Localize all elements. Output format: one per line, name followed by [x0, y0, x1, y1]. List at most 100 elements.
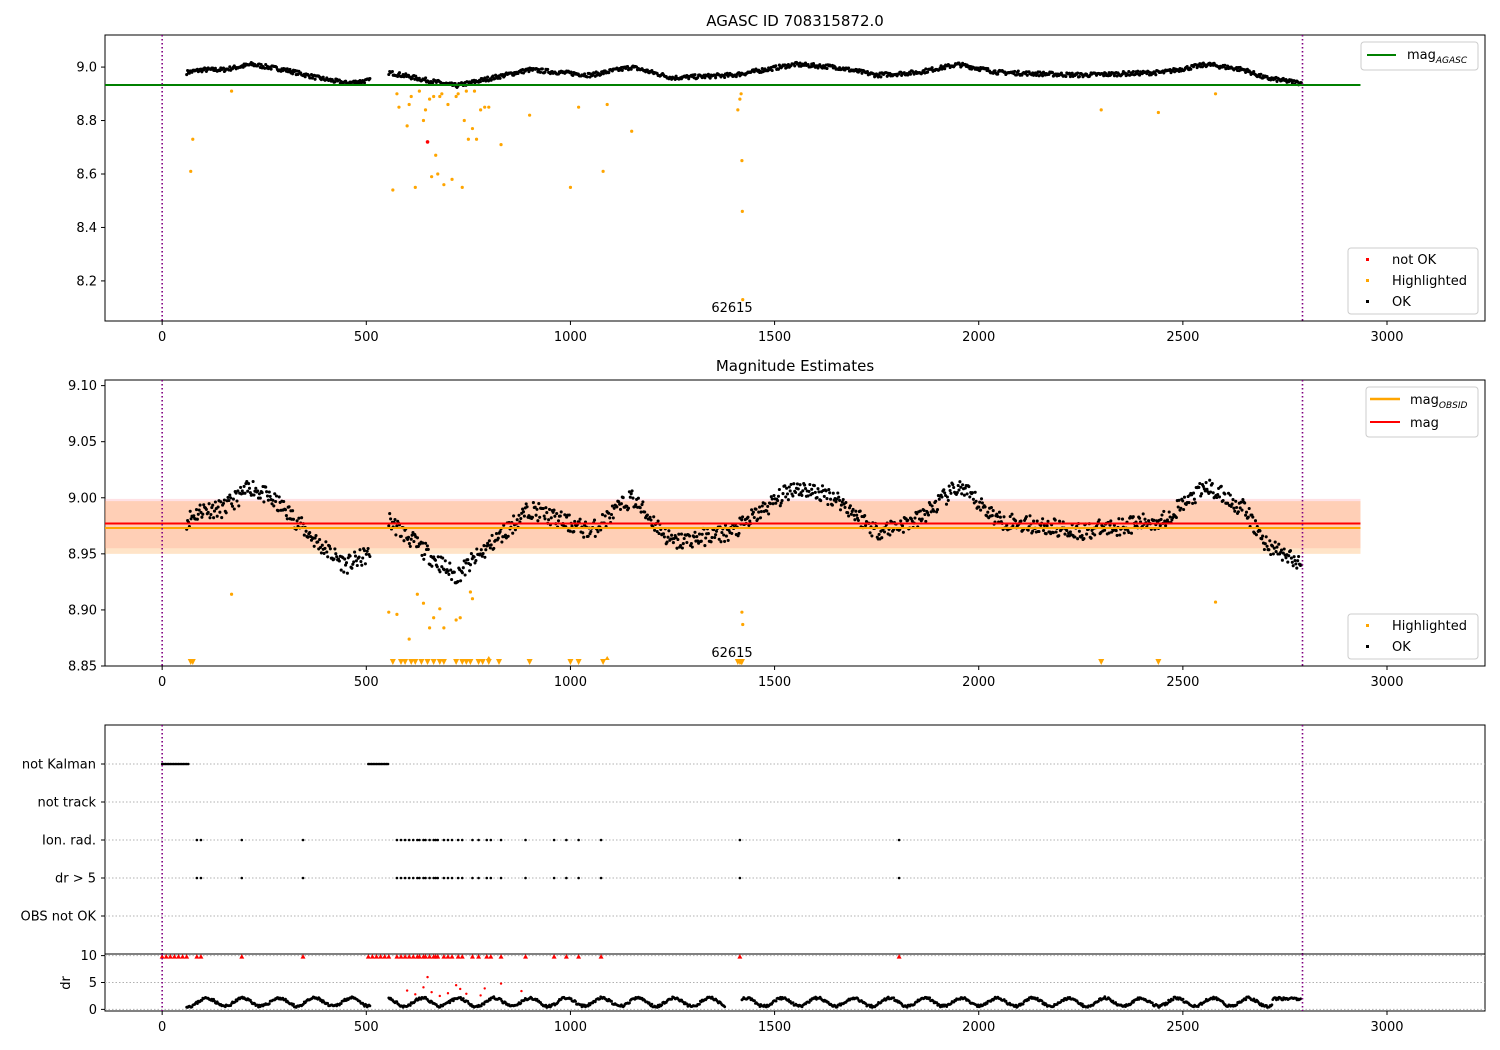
- ok-point: [1117, 517, 1121, 521]
- ok-point: [481, 552, 485, 556]
- clipped-red-marker: [378, 954, 384, 959]
- ok-point: [1013, 69, 1017, 73]
- flag-point: [599, 838, 603, 842]
- ok-point: [460, 571, 464, 575]
- ok-point: [789, 482, 793, 486]
- red-dr-point: [422, 986, 425, 989]
- ok-point: [959, 485, 963, 489]
- highlighted-point: [472, 89, 477, 93]
- clipped-red-marker: [180, 954, 186, 959]
- ok-point: [569, 70, 573, 74]
- ok-point: [888, 533, 892, 537]
- ok-point: [333, 80, 337, 84]
- middle-panel-y-ticks: 8.85 8.90 8.95 9.00 9.05 9.10: [68, 379, 105, 675]
- ok-point: [563, 513, 567, 517]
- ok-point: [631, 496, 635, 500]
- ok-dr-point: [787, 998, 790, 1001]
- flag-point: [432, 838, 435, 842]
- ok-point: [353, 550, 357, 554]
- ok-point: [806, 494, 810, 498]
- ok-point: [714, 533, 718, 537]
- ok-point: [1026, 528, 1030, 532]
- legend-box: [1347, 613, 1479, 660]
- ok-point: [655, 529, 659, 534]
- flag-category-label: Ion. rad.: [42, 834, 96, 849]
- ok-point: [765, 509, 769, 513]
- highlighted-point: [413, 185, 417, 189]
- flag-point: [418, 838, 421, 842]
- ok-point: [934, 499, 938, 503]
- ok-point: [1008, 514, 1012, 519]
- ok-dr-point: [368, 1004, 372, 1008]
- highlighted-point: [458, 616, 462, 620]
- ok-point: [634, 503, 638, 507]
- highlighted-point: [736, 108, 740, 112]
- highlighted-point: [741, 298, 745, 302]
- ok-point: [800, 493, 804, 497]
- ok-point: [334, 552, 338, 556]
- ok-point: [558, 514, 562, 518]
- ok-point: [368, 76, 372, 81]
- ok-point: [910, 519, 914, 523]
- ok-point: [1246, 515, 1250, 519]
- flags-panel: OBS not OK dr > 5 Ion. rad. not track not Ka…: [21, 724, 1486, 955]
- ok-point: [362, 81, 367, 85]
- ok-point: [1063, 532, 1067, 536]
- ok-point: [259, 62, 263, 67]
- ok-point: [1158, 524, 1162, 528]
- flag-category-label: not Kalman: [22, 758, 96, 773]
- clipped-red-marker: [498, 954, 504, 959]
- ok-point: [247, 482, 251, 486]
- ok-point: [251, 479, 255, 484]
- ok-point: [1233, 509, 1237, 513]
- ok-dr-point: [670, 997, 674, 1001]
- clipped-low-marker: [526, 659, 533, 665]
- ok-point: [863, 514, 867, 518]
- ok-point: [212, 509, 217, 513]
- ok-point: [1253, 519, 1258, 523]
- ok-dr-point: [408, 1004, 412, 1007]
- legend-label-ok: OK: [1392, 295, 1411, 310]
- ok-point: [836, 491, 840, 495]
- flag-point: [577, 876, 580, 880]
- ok-point: [820, 484, 825, 488]
- ok-point: [785, 486, 789, 490]
- middle-panel-x-ticks: 0 500 1000 1500 2000 2500 3000: [158, 666, 1404, 690]
- ok-point: [626, 64, 630, 69]
- ok-point: [792, 482, 796, 486]
- ok-dr-point: [448, 1001, 452, 1005]
- ok-point: [1077, 529, 1081, 533]
- ok-point: [447, 572, 451, 576]
- ok-point: [758, 516, 763, 520]
- ok-point: [847, 514, 851, 518]
- ok-point: [438, 570, 442, 574]
- clipped-low-marker: [408, 659, 415, 665]
- ok-point: [313, 77, 317, 81]
- ok-point: [1201, 484, 1205, 488]
- highlighted-point: [601, 169, 605, 173]
- highlighted-point: [427, 97, 432, 101]
- clipped-low-marker: [485, 659, 492, 665]
- ok-point: [932, 509, 936, 513]
- ok-point: [629, 492, 633, 496]
- ok-point: [360, 563, 364, 567]
- flag-point: [403, 876, 407, 880]
- ok-point: [543, 70, 547, 74]
- ok-point: [1292, 555, 1296, 559]
- ok-point: [492, 546, 496, 550]
- flag-point: [485, 876, 489, 880]
- ok-point: [1236, 510, 1240, 514]
- ok-point: [734, 75, 738, 79]
- clipped-red-marker: [410, 954, 416, 959]
- ok-point: [1210, 482, 1214, 486]
- ok-point: [498, 530, 502, 534]
- ok-point: [483, 76, 487, 80]
- ok-point: [291, 72, 295, 76]
- ok-point: [849, 512, 853, 516]
- ok-point: [1223, 63, 1227, 67]
- ok-point: [1191, 491, 1196, 495]
- flag-point: [422, 876, 425, 880]
- ok-point: [1247, 506, 1251, 511]
- ok-point: [1179, 506, 1183, 510]
